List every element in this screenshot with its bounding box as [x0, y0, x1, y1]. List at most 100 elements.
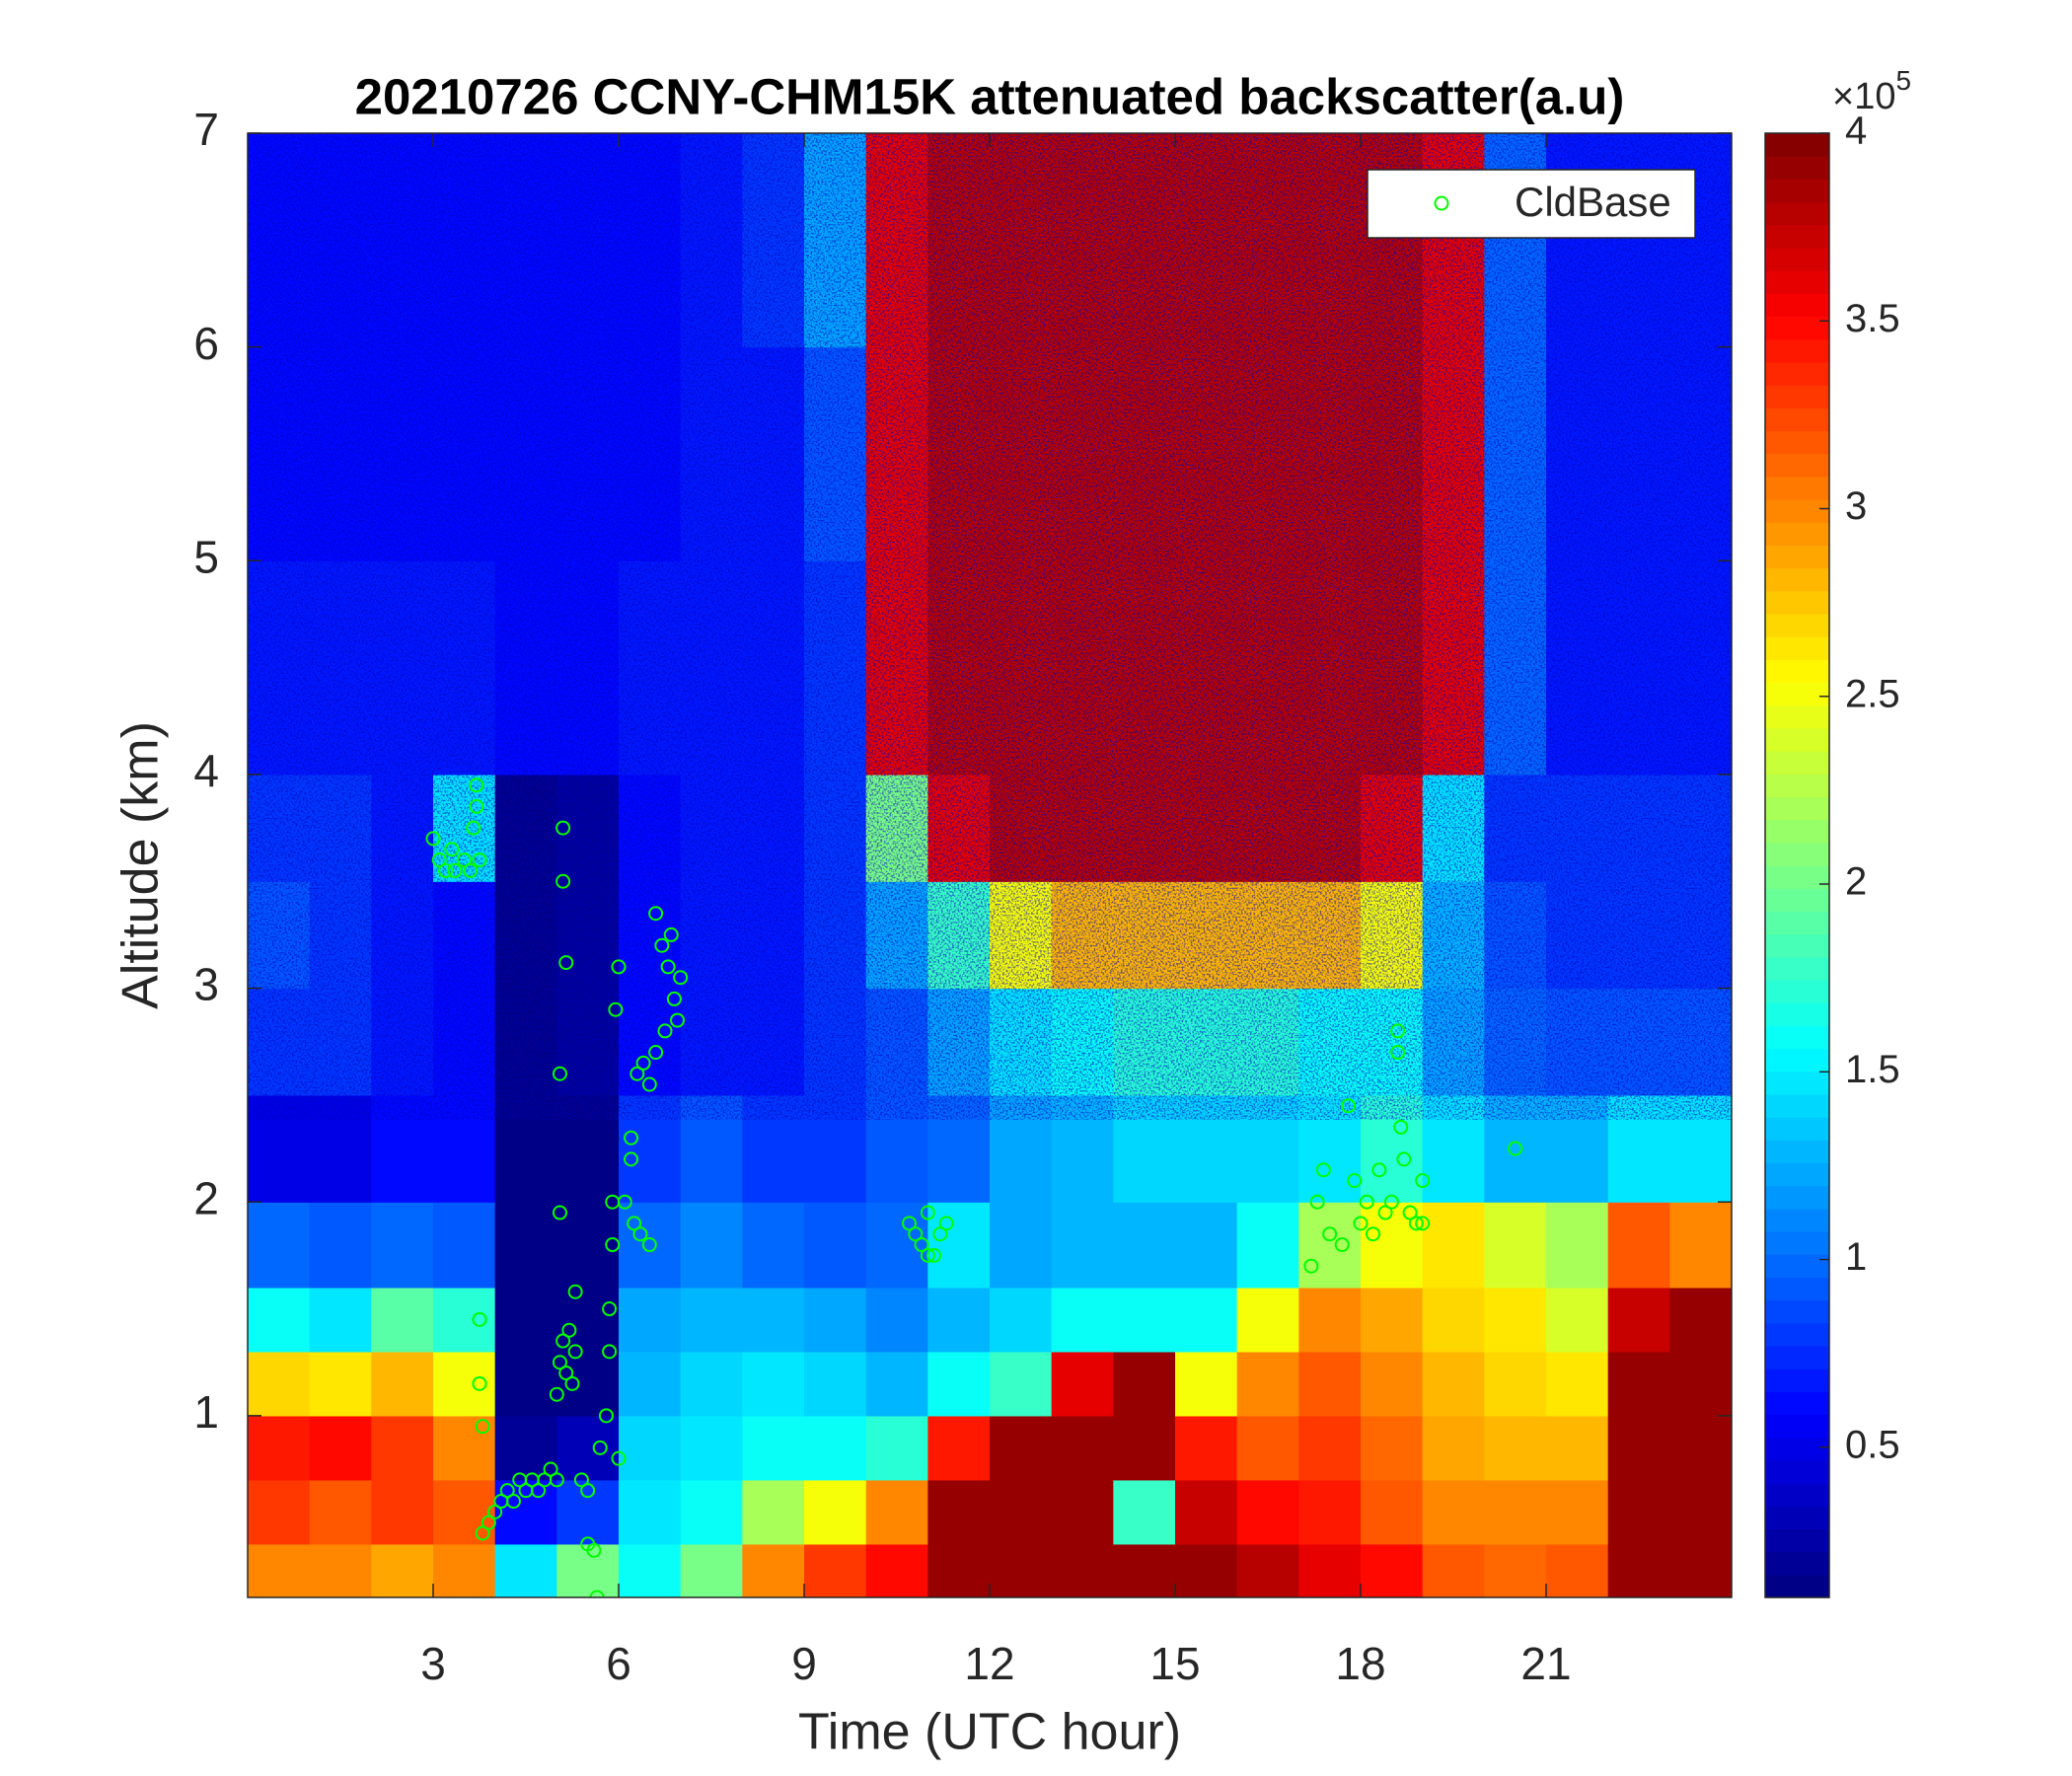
colorbar-band — [1765, 316, 1829, 340]
cloud-base-point — [608, 1001, 624, 1017]
heat-cell — [990, 1479, 1053, 1545]
heat-cell — [680, 1287, 743, 1353]
cloud-base-point — [487, 1504, 503, 1519]
cloud-base-point — [926, 1247, 942, 1263]
colorbar-band — [1765, 1506, 1829, 1530]
heat-cell — [1113, 1479, 1176, 1545]
heat-cell — [494, 1479, 557, 1545]
x-tick-label: 6 — [606, 1638, 631, 1689]
heat-cell — [804, 1479, 867, 1545]
legend-marker — [1434, 195, 1449, 211]
colorbar-band — [1765, 636, 1829, 660]
heat-cell — [1298, 1202, 1362, 1289]
cloud-base-point — [641, 1237, 657, 1253]
heat-cell — [1175, 1202, 1238, 1289]
cloud-base-point — [573, 1472, 589, 1488]
cloud-base-point — [1377, 1205, 1393, 1221]
x-axis-label: Time (UTC hour) — [798, 1704, 1181, 1761]
scatter-layer — [425, 777, 1523, 1597]
cloud-base-point — [589, 1590, 605, 1597]
cloud-base-point — [602, 1344, 618, 1360]
colorbar-band — [1765, 476, 1829, 500]
heat-cell — [1484, 1202, 1547, 1289]
heat-cell — [309, 1287, 372, 1353]
colorbar-band — [1765, 430, 1829, 455]
heat-cell — [1669, 1479, 1732, 1545]
heat-cell — [1484, 1351, 1547, 1417]
cloud-base-point — [1322, 1226, 1338, 1242]
colorbar-band — [1765, 888, 1829, 912]
heat-cell — [1607, 1202, 1670, 1289]
heat-cell — [1051, 1479, 1114, 1545]
cloud-base-point — [660, 959, 676, 975]
colorbar-band — [1765, 590, 1829, 615]
heat-cell — [1546, 1479, 1609, 1545]
cloud-base-point — [605, 1237, 621, 1253]
heat-cell — [742, 1479, 805, 1545]
heat-cell — [494, 1202, 557, 1289]
heat-cell — [990, 1202, 1053, 1289]
cloud-base-point — [592, 1440, 608, 1455]
multiplier-base: ×10 — [1832, 76, 1895, 117]
colorbar-band — [1765, 270, 1829, 294]
heat-cell — [619, 1543, 682, 1597]
cloud-base-point — [456, 852, 472, 868]
multiplier-exponent: 5 — [1895, 65, 1911, 96]
cloud-base-point — [920, 1205, 935, 1221]
colorbar-band — [1765, 1071, 1829, 1095]
heat-cell — [1113, 1415, 1176, 1481]
cloud-base-point — [1408, 1216, 1424, 1231]
heat-cell — [804, 1543, 867, 1597]
cloud-base-point — [1508, 1141, 1523, 1156]
heat-cell — [990, 1351, 1053, 1417]
heat-cell — [309, 1543, 372, 1597]
cloud-base-point — [627, 1216, 642, 1231]
cloud-base-point — [611, 959, 627, 975]
cloud-base-point — [666, 991, 682, 1006]
colorbar-band — [1765, 156, 1829, 180]
cloud-base-point — [552, 1205, 567, 1221]
cloud-base-point — [586, 1542, 602, 1558]
cloud-base-point — [558, 955, 574, 971]
heat-cell — [433, 1202, 496, 1289]
heat-cell — [1422, 1287, 1485, 1353]
legend-label: CldBase — [1515, 179, 1671, 225]
colorbar-tick-label: 0.5 — [1845, 1423, 1900, 1466]
colorbar-band — [1765, 499, 1829, 523]
heat-cell — [1669, 1415, 1732, 1481]
heat-cell — [248, 1479, 311, 1545]
heat-cell — [619, 1202, 682, 1289]
cloud-base-point — [902, 1216, 918, 1231]
colorbar-band — [1765, 338, 1829, 363]
legend-box — [1367, 169, 1696, 239]
colorbar-band — [1765, 1185, 1829, 1210]
cloud-base-point — [932, 1226, 948, 1242]
y-axis-label: Altitude (km) — [112, 721, 170, 1009]
cloud-base-point — [1334, 1237, 1350, 1253]
colorbar-band — [1765, 659, 1829, 684]
cloud-base-point — [469, 798, 484, 814]
colorbar-band — [1765, 453, 1829, 478]
heat-cell — [865, 1543, 928, 1597]
cloud-base-point — [567, 1284, 583, 1299]
colorbar-tick-label: 4 — [1845, 110, 1867, 153]
heat-cell — [1175, 1543, 1238, 1597]
cloud-base-point — [561, 1322, 577, 1338]
heat-cell — [1422, 1543, 1485, 1597]
x-tick-label: 9 — [791, 1638, 817, 1689]
heat-cell — [680, 1202, 743, 1289]
heat-cell — [556, 1479, 620, 1545]
heat-cell — [1298, 1287, 1362, 1353]
heat-cell — [371, 1351, 434, 1417]
colorbar-tick-label: 1 — [1845, 1235, 1867, 1279]
colorbar-band — [1765, 1002, 1829, 1026]
colorbar-tick-label: 3.5 — [1845, 297, 1900, 340]
cloud-base-point — [555, 820, 571, 836]
cloud-base-point — [1393, 1119, 1409, 1135]
heat-cell — [1484, 1479, 1547, 1545]
cloud-base-point — [641, 1076, 657, 1092]
heat-cell — [1113, 1351, 1176, 1417]
colorbar-band — [1765, 1231, 1829, 1255]
cloud-base-point — [447, 862, 463, 878]
